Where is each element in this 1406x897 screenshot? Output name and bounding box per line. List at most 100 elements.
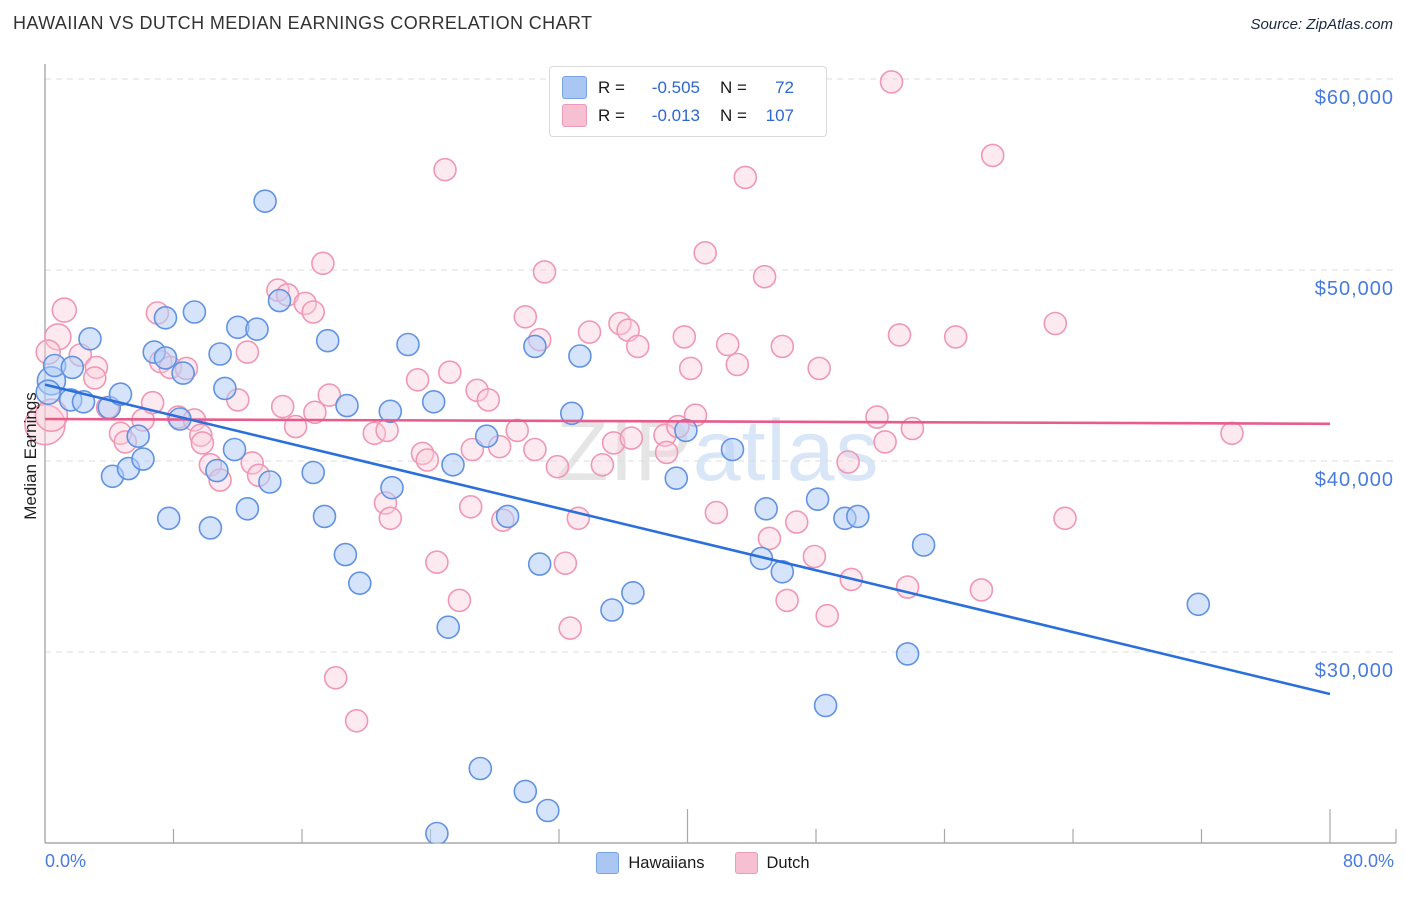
point-dutch <box>189 423 213 448</box>
point-dutch <box>672 325 697 349</box>
point-hawaiians <box>335 393 359 418</box>
point-dutch <box>879 70 904 94</box>
point-dutch <box>553 551 578 576</box>
point-dutch <box>601 431 626 455</box>
point-dutch <box>83 366 107 390</box>
point-dutch <box>887 323 912 347</box>
hawaiians-points <box>35 189 1211 844</box>
point-dutch <box>619 426 644 450</box>
point-dutch <box>836 450 860 474</box>
point-hawaiians <box>78 326 102 351</box>
source-credit: Source: ZipAtlas.com <box>1250 16 1393 33</box>
x-axis-min-label: 0.0% <box>45 851 87 871</box>
point-dutch <box>51 297 78 323</box>
point-dutch <box>415 448 440 472</box>
point-dutch <box>460 437 485 462</box>
point-dutch <box>433 157 457 182</box>
point-dutch <box>240 451 264 475</box>
point-dutch <box>678 356 703 381</box>
point-dutch <box>943 325 968 349</box>
point-hawaiians <box>441 452 465 477</box>
point-hawaiians <box>213 376 237 401</box>
point-hawaiians <box>267 288 292 313</box>
point-dutch <box>532 260 557 284</box>
point-hawaiians <box>333 542 358 567</box>
point-hawaiians <box>813 693 838 718</box>
point-hawaiians <box>156 506 181 531</box>
point-dutch <box>775 588 799 613</box>
point-hawaiians <box>153 305 178 330</box>
point-dutch <box>704 500 729 525</box>
point-dutch <box>270 394 295 419</box>
point-dutch <box>625 334 650 359</box>
point-dutch <box>378 506 403 531</box>
point-hawaiians <box>664 466 689 491</box>
point-dutch <box>715 332 740 357</box>
point-dutch <box>545 454 570 479</box>
point-dutch <box>733 165 758 190</box>
point-dutch <box>523 437 547 462</box>
point-dutch <box>784 510 809 534</box>
page-title: HAWAIIAN VS DUTCH MEDIAN EARNINGS CORREL… <box>13 13 593 33</box>
y-tick-label: $50,000 <box>1315 278 1394 300</box>
point-hawaiians <box>805 487 830 512</box>
point-hawaiians <box>253 189 277 213</box>
point-dutch <box>44 323 72 351</box>
point-dutch <box>375 418 399 443</box>
point-dutch <box>873 430 897 454</box>
legend-item-hawaiians: Hawaiians <box>596 852 705 874</box>
point-hawaiians <box>474 424 499 449</box>
dutch-swatch-icon <box>562 104 587 127</box>
r-label: R = <box>598 77 625 97</box>
point-hawaiians <box>1186 592 1211 617</box>
point-hawaiians <box>568 344 592 368</box>
point-hawaiians <box>523 334 547 359</box>
point-dutch <box>344 708 369 733</box>
point-hawaiians <box>60 355 85 380</box>
point-hawaiians <box>153 346 178 370</box>
point-hawaiians <box>535 798 560 823</box>
point-hawaiians <box>621 580 645 605</box>
point-hawaiians <box>347 571 372 596</box>
point-hawaiians <box>600 598 624 622</box>
point-hawaiians <box>171 361 195 385</box>
stats-row-hawaiians: R = -0.505 N = 72 <box>562 75 814 100</box>
point-hawaiians <box>301 460 326 485</box>
point-dutch <box>1053 506 1077 531</box>
y-axis-title: Median Earnings <box>21 392 40 520</box>
hawaiians-trend-line <box>44 383 1331 696</box>
point-dutch <box>311 251 335 276</box>
point-hawaiians <box>845 504 870 529</box>
point-dutch <box>654 440 679 465</box>
point-hawaiians <box>182 300 207 324</box>
y-tick-label: $30,000 <box>1315 660 1394 682</box>
point-dutch <box>235 340 260 364</box>
point-dutch <box>1220 421 1244 446</box>
point-hawaiians <box>205 458 229 483</box>
n-label: N = <box>720 77 747 97</box>
point-dutch <box>1043 311 1068 336</box>
point-dutch <box>577 320 602 344</box>
point-dutch <box>770 334 795 359</box>
point-hawaiians <box>559 401 584 426</box>
point-dutch <box>558 616 583 640</box>
point-dutch <box>303 400 327 425</box>
point-dutch <box>980 143 1005 168</box>
y-tick-label: $60,000 <box>1315 87 1394 109</box>
point-hawaiians <box>513 779 538 804</box>
point-dutch <box>437 360 462 385</box>
point-hawaiians <box>754 496 779 521</box>
point-hawaiians <box>198 516 223 540</box>
r-value-dutch: -0.013 <box>651 105 700 125</box>
point-hawaiians <box>421 389 446 414</box>
point-dutch <box>317 383 342 407</box>
legend-item-dutch: Dutch <box>734 852 810 874</box>
point-hawaiians <box>396 332 420 357</box>
n-value-hawaiians: 72 <box>775 77 794 97</box>
dutch-swatch-icon <box>734 852 758 874</box>
r-value-hawaiians: -0.505 <box>651 77 700 97</box>
point-hawaiians <box>495 504 520 529</box>
